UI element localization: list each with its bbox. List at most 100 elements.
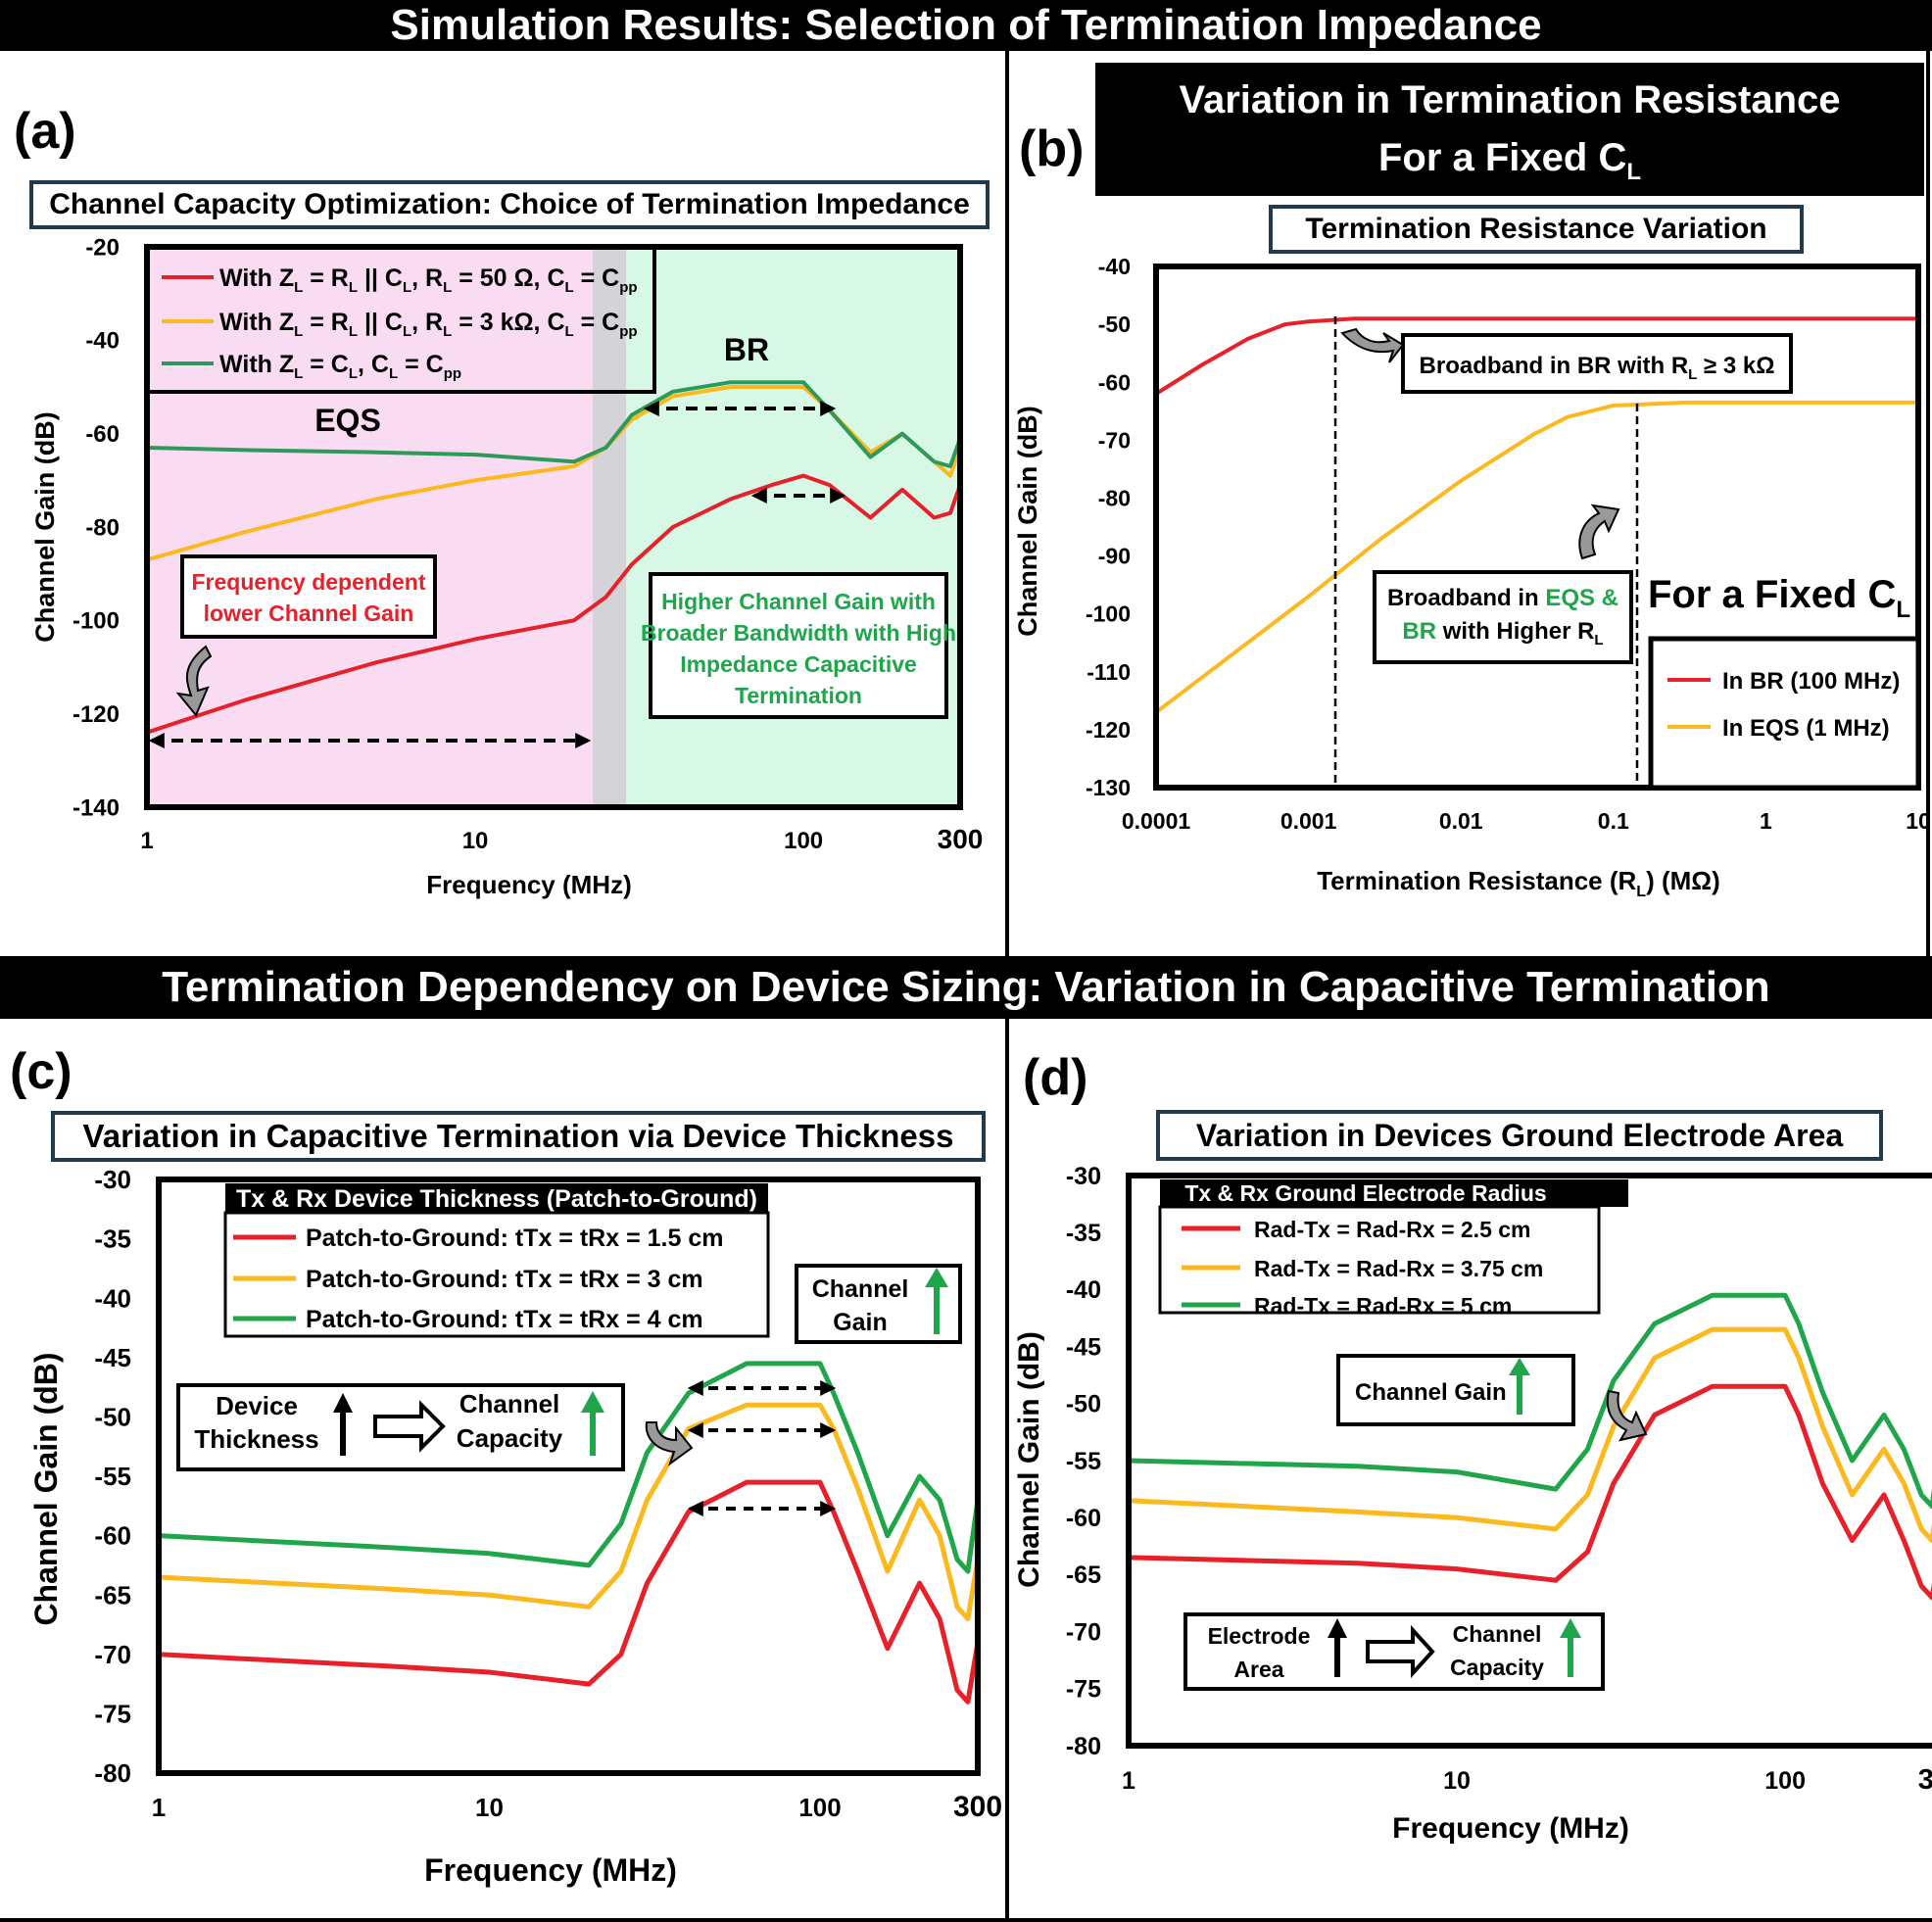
series-line-3: [146, 380, 962, 468]
br-label: BR: [724, 332, 769, 367]
curved-arrow-icon: [1578, 504, 1620, 560]
y-tick-label: -45: [94, 1343, 131, 1372]
series-line-1: [158, 1479, 981, 1705]
y-tick-label: -130: [1086, 775, 1131, 800]
up-arrow-icon: [581, 1391, 604, 1456]
y-tick-label: -70: [1066, 1618, 1101, 1646]
panel-a-chart: With ZL = RL || CL, RL = 50 Ω, CL = Cpp …: [30, 234, 984, 899]
up-arrow-icon: [925, 1268, 948, 1334]
x-tick-label: 10: [1906, 808, 1931, 834]
flow-right-text: Channel Capacity: [1450, 1621, 1544, 1680]
x-tick-label: 1: [140, 828, 153, 854]
legend-text-3cm: Patch-to-Ground: tTx = tRx = 3 cm: [306, 1266, 703, 1293]
y-tick-label: -100: [1086, 601, 1131, 627]
y-tick-label: -100: [72, 608, 120, 635]
x-tick-label: 10: [475, 1793, 504, 1822]
y-tick-label: -120: [72, 701, 120, 728]
x-tick-label: 300: [938, 824, 984, 854]
x-tick-label: 0.001: [1280, 808, 1337, 834]
y-tick-label: -35: [1066, 1220, 1101, 1247]
x-tick-label: 0.01: [1439, 808, 1483, 834]
note-br-box: [1401, 333, 1793, 394]
y-tick-label: -60: [94, 1521, 131, 1551]
eqs-region: [147, 247, 593, 807]
panel-b-label: (b): [1019, 120, 1085, 177]
legend-text-5cm: Rad-Tx = Rad-Rx = 5 cm: [1254, 1293, 1512, 1319]
right-arrow-icon: [373, 1400, 446, 1453]
panel-d-title: Variation in Devices Ground Electrode Ar…: [1156, 1110, 1883, 1161]
x-tick-label: 100: [798, 1793, 841, 1822]
transition-region: [593, 247, 626, 807]
y-tick-label: -55: [94, 1462, 131, 1491]
y-tick-label: -140: [72, 794, 120, 821]
y-tick-label: -35: [94, 1225, 131, 1254]
y-tick-label: -60: [85, 421, 120, 448]
y-axis-label: Channel Gain (dB): [1013, 406, 1042, 637]
x-tick-label: 100: [784, 828, 823, 854]
legend-box: [145, 245, 656, 394]
note-red-box: [180, 554, 437, 639]
y-tick-label: -40: [1066, 1276, 1101, 1304]
eqs-label: EQS: [314, 403, 381, 438]
series-line-1: [1154, 316, 1918, 396]
series-line-2: [1154, 400, 1918, 714]
right-arrow-icon: [1366, 1624, 1435, 1679]
y-tick-label: -65: [94, 1580, 131, 1610]
y-tick-label: -55: [1066, 1448, 1101, 1475]
y-tick-label: -120: [1086, 717, 1131, 743]
y-tick-label: -75: [1066, 1676, 1101, 1704]
top-banner-title: Simulation Results: Selection of Termina…: [390, 1, 1542, 49]
curved-arrow-icon: [1340, 327, 1405, 363]
x-tick-label: 1: [152, 1793, 166, 1822]
legend-text-capacitive: With ZL = CL, CL = Cpp: [219, 351, 461, 382]
flow-right-text: Channel Capacity: [457, 1389, 563, 1453]
y-axis-label: Channel Gain (dB): [1013, 1331, 1045, 1588]
legend-text-2p5cm: Rad-Tx = Rad-Rx = 2.5 cm: [1254, 1217, 1531, 1242]
y-tick-label: -80: [1098, 485, 1131, 510]
flow-left-text: Electrode Area: [1208, 1623, 1311, 1682]
divider-bottom: [1005, 1019, 1009, 1922]
curved-arrow-icon: [645, 1421, 694, 1466]
plot-frame: [1126, 1173, 1932, 1749]
gain-box: [1336, 1354, 1575, 1426]
top-banner: Simulation Results: Selection of Termina…: [0, 0, 1932, 51]
y-tick-label: -70: [94, 1640, 131, 1669]
y-tick-label: -40: [1098, 254, 1131, 279]
divider-top: [1005, 51, 1009, 956]
legend-title-box: [225, 1183, 768, 1213]
y-tick-label: -50: [94, 1403, 131, 1432]
fixed-cl-label: For a Fixed CL: [1648, 573, 1910, 623]
y-axis-label: Channel Gain (dB): [28, 1352, 64, 1625]
series-line-1: [146, 473, 962, 735]
up-arrow-icon: [1560, 1618, 1581, 1677]
panel-b-title: Termination Resistance Variation: [1269, 205, 1804, 254]
x-tick-label: 10: [1443, 1767, 1471, 1795]
y-tick-label: -80: [85, 514, 120, 541]
gain-box: [795, 1264, 962, 1344]
y-axis-label: Channel Gain (dB): [30, 411, 60, 643]
y-tick-label: -90: [1098, 544, 1131, 569]
legend-text-50ohm: With ZL = RL || CL, RL = 50 Ω, CL = Cpp: [219, 264, 638, 296]
curved-arrow-icon: [175, 645, 213, 717]
mid-banner: Termination Dependency on Device Sizing:…: [0, 956, 1932, 1019]
y-tick-label: -110: [1087, 659, 1131, 685]
note-eqs-text: Broadband in EQS & BR with Higher RL: [1387, 585, 1618, 649]
legend-text-eqs: In EQS (1 MHz): [1722, 715, 1890, 742]
note-eqs-box: [1373, 570, 1633, 664]
y-tick-label: -50: [1098, 312, 1131, 337]
series-line-2: [158, 1402, 981, 1621]
x-tick-label: 100: [1764, 1767, 1806, 1795]
plot-frame: [156, 1177, 981, 1776]
y-tick-label: -40: [94, 1283, 131, 1313]
panel-c-title: Variation in Capacitive Termination via …: [51, 1111, 986, 1162]
plot-frame: [1153, 264, 1921, 791]
series-line-2: [1128, 1326, 1932, 1543]
up-arrow-icon: [1328, 1618, 1347, 1677]
x-axis-label: Frequency (MHz): [426, 870, 631, 899]
series-line-3: [158, 1361, 981, 1574]
series-line-1: [1128, 1383, 1932, 1601]
legend-text-4cm: Patch-to-Ground: tTx = tRx = 4 cm: [306, 1306, 703, 1333]
x-tick-label: 1: [1122, 1767, 1135, 1795]
panel-b-header: Variation in Termination Resistance For …: [1095, 63, 1924, 196]
note-green-text: Higher Channel Gain with Broader Bandwidt…: [641, 589, 956, 708]
